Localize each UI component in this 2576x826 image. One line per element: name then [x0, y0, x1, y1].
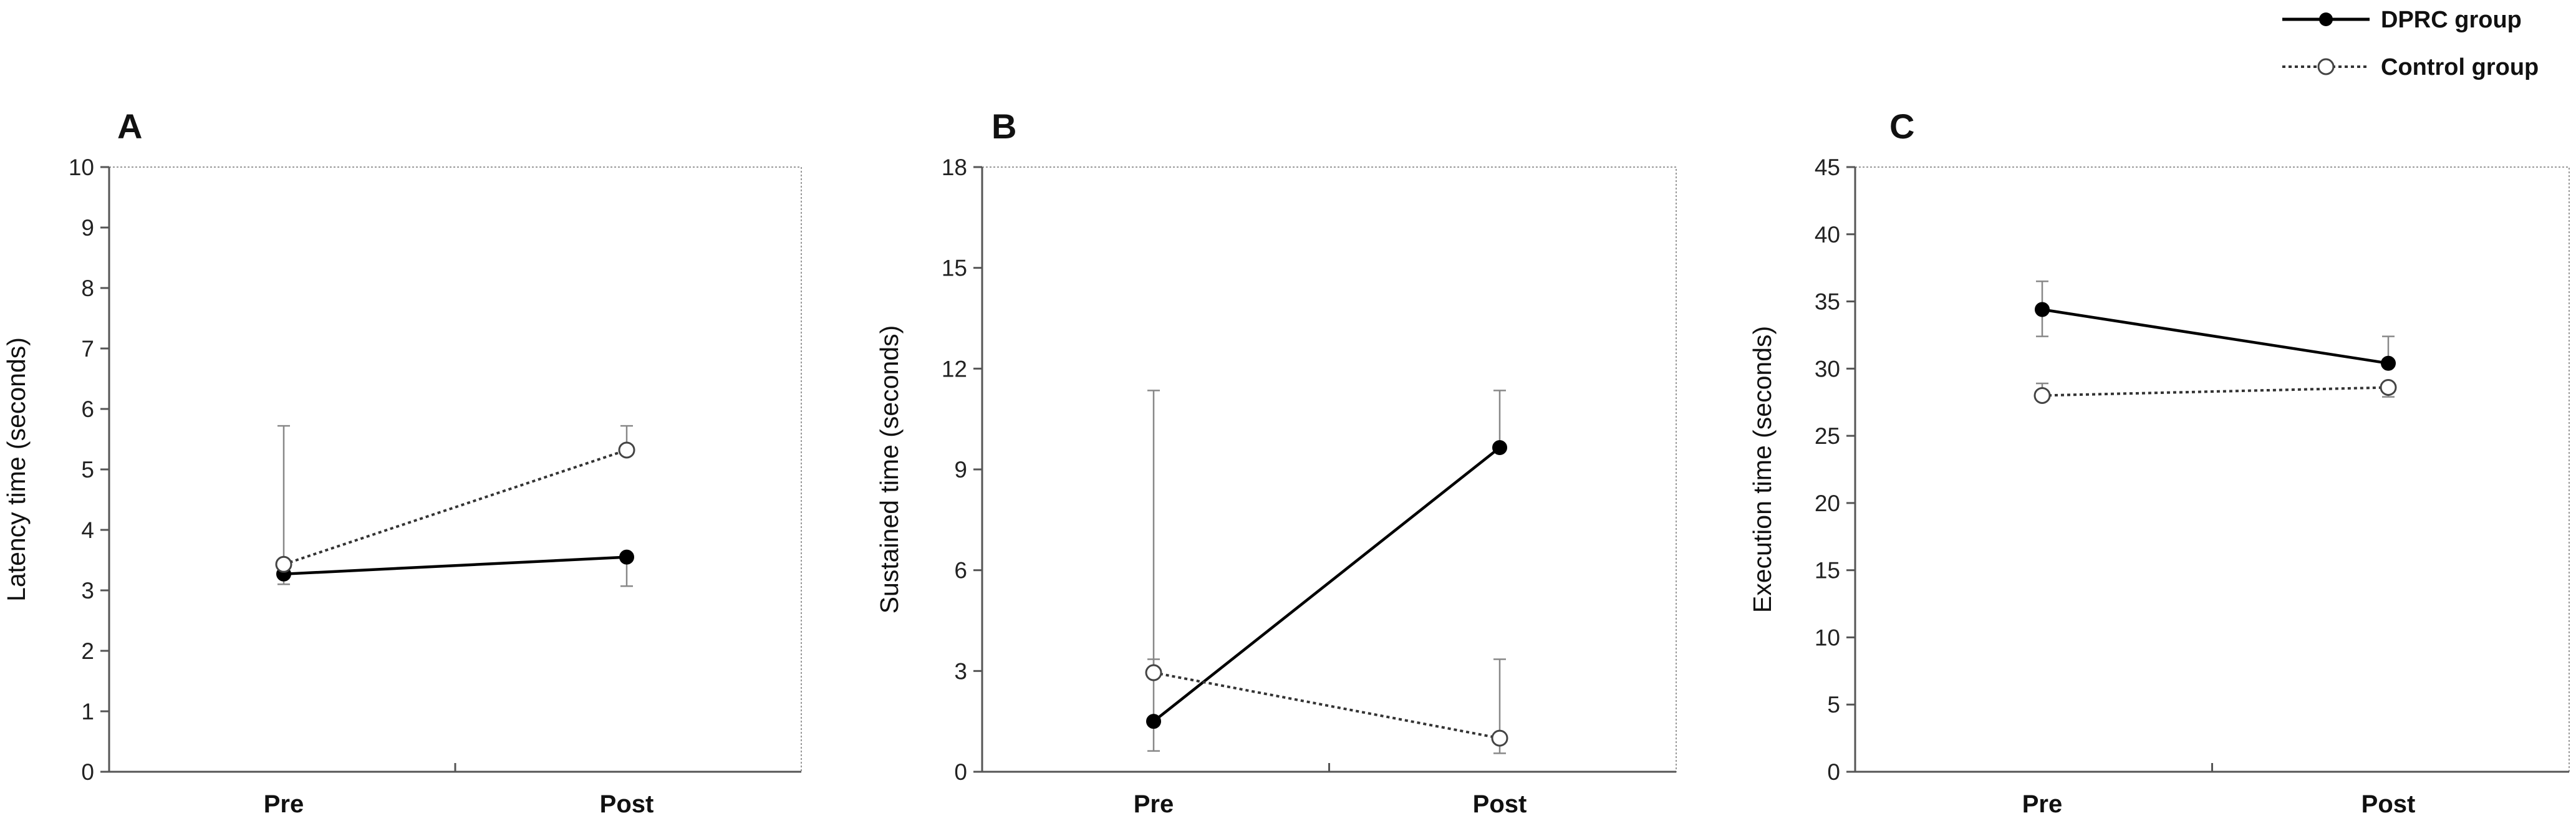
- y-tick-label: 30: [1815, 356, 1840, 382]
- y-tick-label: 0: [81, 759, 94, 785]
- y-tick-label: 25: [1815, 423, 1840, 449]
- series-line-dprc: [283, 555, 627, 576]
- series-line-control: [283, 449, 627, 566]
- y-tick-label: 8: [81, 276, 94, 301]
- data-point-control: [2380, 379, 2397, 396]
- legend-dprc-marker: [2319, 12, 2333, 26]
- x-category-label: Post: [600, 790, 654, 818]
- series-line-control: [2042, 386, 2389, 397]
- y-tick-label: 1: [81, 699, 94, 724]
- plot-frame: [1855, 166, 2570, 772]
- y-tick-label: 20: [1815, 491, 1840, 516]
- y-tick-label: 4: [81, 517, 94, 543]
- y-tick-label: 45: [1815, 155, 1840, 180]
- y-tick-label: 12: [942, 356, 967, 382]
- x-category-label: Pre: [1134, 790, 1174, 818]
- data-point-control: [1491, 729, 1508, 747]
- data-point-control: [618, 441, 635, 459]
- chart-panel-a: 0 1 2 3 4 5 6 7 8 9 10 Pre Post Latency time (seconds…: [2, 107, 802, 818]
- legend-control-marker: [2317, 58, 2335, 75]
- data-point-dprc: [2035, 302, 2050, 317]
- y-tick-label: 6: [954, 558, 967, 583]
- data-point-control: [1145, 664, 1162, 681]
- y-tick-label: 5: [1827, 692, 1840, 718]
- data-point-dprc: [1146, 714, 1161, 729]
- plot-frame: [109, 166, 802, 772]
- data-point-control: [275, 555, 292, 573]
- data-point-dprc: [1492, 439, 1507, 455]
- y-axis-title: Sustained time (seconds): [875, 325, 904, 614]
- y-tick-label: 10: [1815, 625, 1840, 650]
- y-axis-title: Latency time (seconds): [2, 337, 31, 602]
- data-point-control: [2033, 387, 2051, 404]
- y-tick-label: 7: [81, 336, 94, 362]
- data-point-dprc: [619, 549, 634, 565]
- y-tick-label: 15: [1815, 558, 1840, 583]
- chart-panel-b: 0 3 6 9 12 15 18 Pre Post Sustained time (seconds…: [875, 107, 1677, 818]
- legend: DPRC group Control group: [2282, 7, 2539, 80]
- y-tick-label: 3: [954, 658, 967, 684]
- y-tick-label: 18: [942, 155, 967, 180]
- y-tick-label: 9: [954, 457, 967, 483]
- y-tick-label: 40: [1815, 222, 1840, 247]
- y-tick-label: 9: [81, 215, 94, 241]
- panel-letter: B: [991, 107, 1016, 146]
- data-point-dprc: [2381, 355, 2396, 371]
- series-line-control: [1153, 671, 1500, 740]
- y-tick-label: 0: [1827, 759, 1840, 785]
- y-tick-label: 3: [81, 578, 94, 603]
- x-category-label: Pre: [264, 790, 304, 818]
- legend-dprc-label: DPRC group: [2381, 7, 2522, 33]
- y-tick-label: 35: [1815, 289, 1840, 315]
- plot-frame: [982, 166, 1677, 772]
- y-tick-label: 6: [81, 396, 94, 422]
- x-category-label: Post: [2361, 790, 2416, 818]
- y-tick-label: 15: [942, 256, 967, 281]
- y-tick-label: 10: [69, 155, 94, 180]
- y-tick-label: 0: [954, 759, 967, 785]
- x-category-label: Pre: [2022, 790, 2063, 818]
- legend-control-label: Control group: [2381, 54, 2539, 80]
- panel-letter: A: [117, 107, 142, 146]
- series-line-dprc: [2042, 308, 2389, 365]
- y-tick-label: 5: [81, 457, 94, 483]
- y-tick-label: 2: [81, 638, 94, 664]
- chart-panel-c: 0 5 10 15 20 25 30 35 40 45 Pre Post Execution time …: [1748, 107, 2570, 818]
- y-axis-title: Execution time (seconds): [1748, 326, 1777, 613]
- series-line-dprc: [1152, 446, 1501, 723]
- x-category-label: Post: [1473, 790, 1527, 818]
- panel-letter: C: [1889, 107, 1914, 146]
